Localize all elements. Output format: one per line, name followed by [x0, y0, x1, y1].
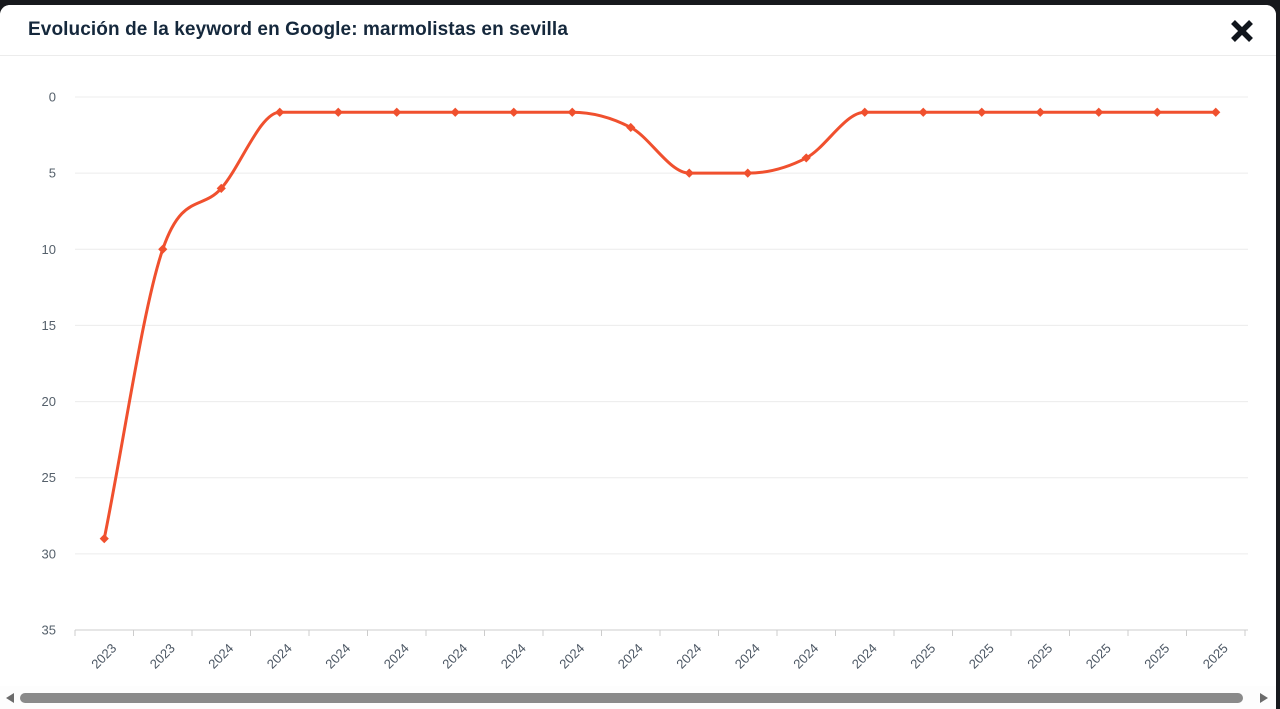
data-point-marker[interactable]	[860, 107, 870, 117]
modal-title: Evolución de la keyword en Google: marmo…	[28, 19, 568, 40]
data-point-marker[interactable]	[1211, 107, 1221, 117]
data-point-marker[interactable]	[918, 107, 928, 117]
x-axis-tick-label: 2024	[849, 641, 880, 672]
y-axis-tick-label: 0	[49, 90, 56, 105]
y-axis-tick-label: 10	[42, 242, 56, 257]
x-axis-tick-label: 2024	[381, 641, 412, 672]
x-axis-tick-label: 2025	[966, 641, 997, 672]
scroll-left-arrow-icon[interactable]	[6, 693, 14, 703]
data-point-marker[interactable]	[158, 244, 168, 254]
modal-header: Evolución de la keyword en Google: marmo…	[0, 5, 1276, 56]
x-axis-tick-label: 2024	[556, 641, 587, 672]
x-axis-tick-label: 2025	[1083, 641, 1114, 672]
data-point-marker[interactable]	[392, 107, 402, 117]
x-axis-tick-label: 2024	[439, 641, 470, 672]
data-point-marker[interactable]	[450, 107, 460, 117]
data-point-marker[interactable]	[801, 153, 811, 163]
x-axis-tick-label: 2023	[88, 641, 119, 672]
data-point-marker[interactable]	[567, 107, 577, 117]
data-point-marker[interactable]	[216, 183, 226, 193]
data-point-marker[interactable]	[99, 534, 109, 544]
data-point-marker[interactable]	[977, 107, 987, 117]
scrollbar-thumb[interactable]	[20, 693, 1243, 703]
y-axis-tick-label: 20	[42, 394, 56, 409]
x-axis-tick-label: 2024	[732, 641, 763, 672]
data-point-marker[interactable]	[275, 107, 285, 117]
y-axis-tick-label: 35	[42, 623, 56, 638]
data-point-marker[interactable]	[1152, 107, 1162, 117]
y-axis-tick-label: 5	[49, 166, 56, 181]
data-point-marker[interactable]	[1094, 107, 1104, 117]
data-point-marker[interactable]	[626, 122, 636, 133]
keyword-evolution-modal: Evolución de la keyword en Google: marmo…	[0, 5, 1276, 709]
y-axis-tick-label: 30	[42, 546, 56, 561]
x-axis-tick-label: 2023	[147, 641, 178, 672]
x-axis-tick-label: 2025	[907, 641, 938, 672]
data-point-marker[interactable]	[684, 168, 694, 178]
x-axis-tick-label: 2025	[1024, 641, 1055, 672]
horizontal-scrollbar	[0, 686, 1276, 709]
data-point-marker[interactable]	[1035, 107, 1045, 117]
x-axis-tick-label: 2024	[205, 641, 236, 672]
data-point-marker[interactable]	[509, 107, 519, 117]
x-axis-tick-label: 2024	[322, 641, 353, 672]
x-axis-tick-label: 2024	[615, 641, 646, 672]
x-axis-tick-label: 2024	[673, 641, 704, 672]
x-axis-tick-label: 2024	[498, 641, 529, 672]
data-point-marker[interactable]	[333, 107, 343, 117]
close-icon	[1231, 20, 1253, 42]
x-axis-tick-label: 2025	[1200, 641, 1231, 672]
y-axis-tick-label: 15	[42, 318, 56, 333]
y-axis-tick-label: 25	[42, 470, 56, 485]
data-point-marker[interactable]	[743, 168, 753, 178]
keyword-trend-chart[interactable]: 0 5 10 15 20 25 30 35 2023 2023 2024 2024 2024 2024 20…	[0, 56, 1276, 686]
scroll-right-arrow-icon[interactable]	[1260, 693, 1268, 703]
x-axis-tick-label: 2024	[790, 641, 821, 672]
x-axis-tick-label: 2024	[264, 641, 295, 672]
close-button[interactable]	[1226, 15, 1258, 47]
x-axis-tick-label: 2025	[1141, 641, 1172, 672]
